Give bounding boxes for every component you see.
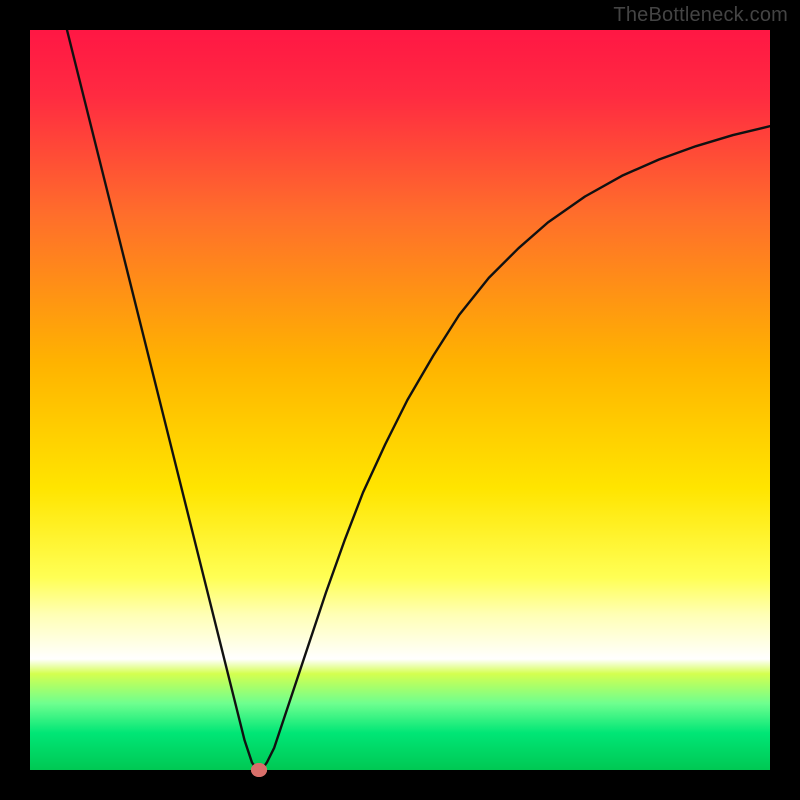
optimal-point-marker bbox=[251, 763, 267, 777]
chart-frame: TheBottleneck.com bbox=[0, 0, 800, 800]
attribution-text: TheBottleneck.com bbox=[613, 4, 788, 27]
bottleneck-curve bbox=[30, 30, 770, 770]
plot-area bbox=[30, 30, 770, 770]
